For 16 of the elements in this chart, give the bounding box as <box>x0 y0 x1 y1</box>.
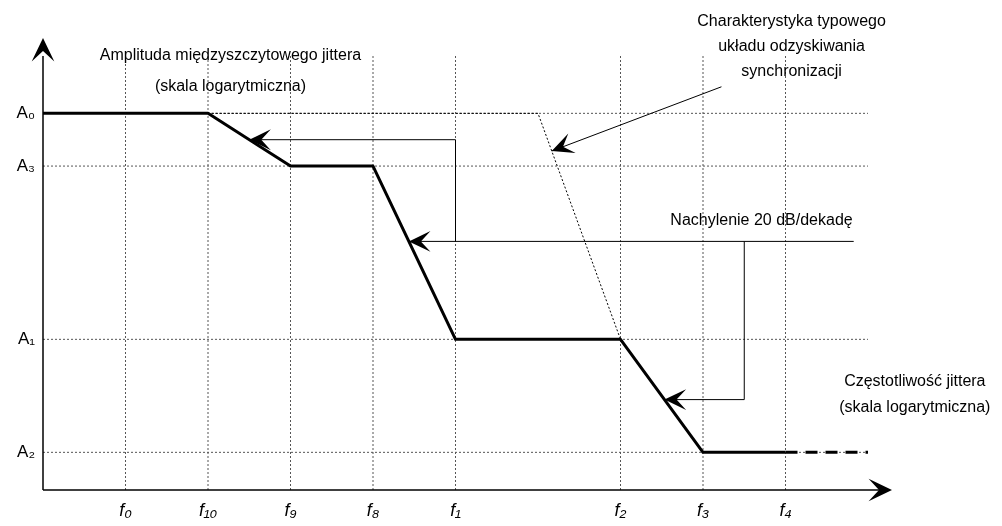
annotation: Nachylenie 20 dB/dekadę <box>670 211 853 229</box>
x-tick-label: f₀ <box>119 500 133 520</box>
x-tick-label: f₉ <box>284 500 297 520</box>
x-tick-label: f₂ <box>614 500 627 520</box>
text: A₃ <box>16 155 35 175</box>
text: A₁ <box>17 329 36 349</box>
x-tick-label: f₃ <box>696 500 710 520</box>
x-axis-title: Częstotliwość jittera (skala logarytmiczna) <box>839 371 991 415</box>
text: A₂ <box>17 442 35 462</box>
x-tick-label: f₈ <box>366 500 380 520</box>
text: Charakterystyka typowego układu odzyskiwania synchronizacji <box>697 11 886 79</box>
x-tick-label: f₁₀ <box>198 500 218 520</box>
x-tick-label: f₁ <box>450 500 462 520</box>
x-tick-label: f₄ <box>779 500 792 520</box>
text: A₀ <box>16 103 35 123</box>
y-axis-title: Amplituda międzyszczytowego jittera (skala logarytmiczna) <box>99 45 362 94</box>
